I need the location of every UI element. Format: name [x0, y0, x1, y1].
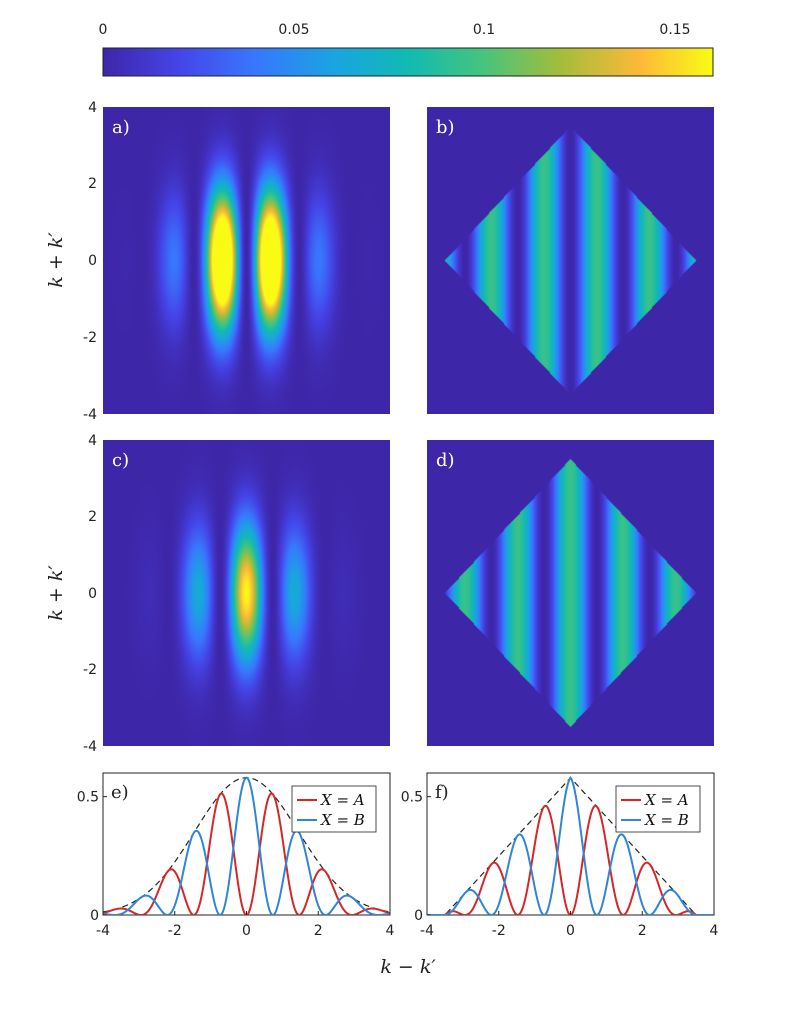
- heatmap-a: [103, 107, 390, 414]
- y-tick-label: 0: [414, 908, 423, 924]
- panel-e: -4 -2 0 2 4 0 0.5 e) X = A X = B: [77, 772, 395, 939]
- x-tick-label: -4: [96, 923, 110, 939]
- axis-ticks-e: -4 -2 0 2 4 0 0.5: [77, 790, 395, 939]
- colorbar-gradient: [102, 47, 714, 77]
- colorbar-tick-label: 0.05: [278, 22, 309, 38]
- panel-label-c: c): [112, 450, 129, 471]
- y-ticks-c: 4 2 0 -2 -4: [83, 433, 97, 755]
- legend-label-b: X = B: [320, 811, 365, 829]
- y-tick-label: -2: [83, 662, 97, 678]
- y-tick-label: 0: [90, 908, 99, 924]
- x-tick-label: 0: [566, 923, 575, 939]
- heatmap-b: [427, 107, 714, 414]
- x-tick-label: -2: [492, 923, 506, 939]
- y-tick-label: 0.5: [401, 790, 423, 806]
- y-ticks-a: 4 2 0 -2 -4: [83, 100, 97, 423]
- series-line-b: [427, 776, 714, 915]
- panel-a: a): [103, 107, 390, 414]
- y-tick-label: -4: [83, 739, 97, 755]
- colorbar-ticks: 0 0.05 0.1 0.15: [99, 22, 691, 38]
- x-tick-label: 4: [386, 923, 395, 939]
- y-tick-label: -4: [83, 407, 97, 423]
- panel-d: d): [427, 440, 714, 746]
- panel-label-f: f): [435, 782, 449, 803]
- x-tick-label: 4: [710, 923, 719, 939]
- legend-e: X = A X = B: [291, 785, 377, 833]
- series-line-b: [103, 776, 390, 915]
- y-tick-label: -2: [83, 330, 97, 346]
- y-tick-label: 0: [88, 586, 97, 602]
- y-tick-label: 0.5: [77, 790, 99, 806]
- panel-b: b): [427, 107, 714, 414]
- y-tick-label: 0: [88, 253, 97, 269]
- y-tick-label: 4: [88, 100, 97, 116]
- panel-c: c): [103, 440, 390, 746]
- colorbar-tick-label: 0.1: [473, 22, 495, 38]
- legend-label-a: X = A: [320, 791, 365, 809]
- y-tick-label: 2: [88, 509, 97, 525]
- plot-lines-f: [427, 776, 714, 915]
- x-tick-label: 2: [638, 923, 647, 939]
- panel-label-d: d): [436, 450, 455, 471]
- legend-f: X = A X = B: [615, 785, 701, 833]
- legend-box-f: [615, 785, 701, 833]
- plot-lines-e: [103, 776, 390, 915]
- colorbar: 0 0.05 0.1 0.15: [99, 22, 714, 77]
- y-axis-label-middle: k + k′: [45, 565, 67, 621]
- panel-label-b: b): [436, 117, 455, 138]
- legend-box-e: [291, 785, 377, 833]
- colorbar-tick-label: 0.15: [659, 22, 690, 38]
- series-line-a: [427, 804, 714, 915]
- x-tick-label: 2: [314, 923, 323, 939]
- heatmap-d: [427, 440, 714, 746]
- x-tick-label: 0: [242, 923, 251, 939]
- y-tick-label: 2: [88, 176, 97, 192]
- colorbar-tick-label: 0: [99, 22, 108, 38]
- panel-label-e: e): [111, 782, 129, 803]
- axis-ticks-f: -4 -2 0 2 4 0 0.5: [401, 790, 719, 939]
- heatmap-c: [103, 440, 390, 746]
- y-axis-label-top: k + k′: [45, 232, 67, 288]
- panel-f: -4 -2 0 2 4 0 0.5 f) X = A X = B: [401, 772, 719, 939]
- legend-label-a: X = A: [644, 791, 689, 809]
- legend-label-b: X = B: [644, 811, 689, 829]
- y-tick-label: 4: [88, 433, 97, 449]
- panel-label-a: a): [112, 117, 130, 138]
- series-line-a: [103, 792, 390, 915]
- x-axis-label: k − k′: [380, 956, 436, 978]
- x-tick-label: -2: [168, 923, 182, 939]
- x-tick-label: -4: [420, 923, 434, 939]
